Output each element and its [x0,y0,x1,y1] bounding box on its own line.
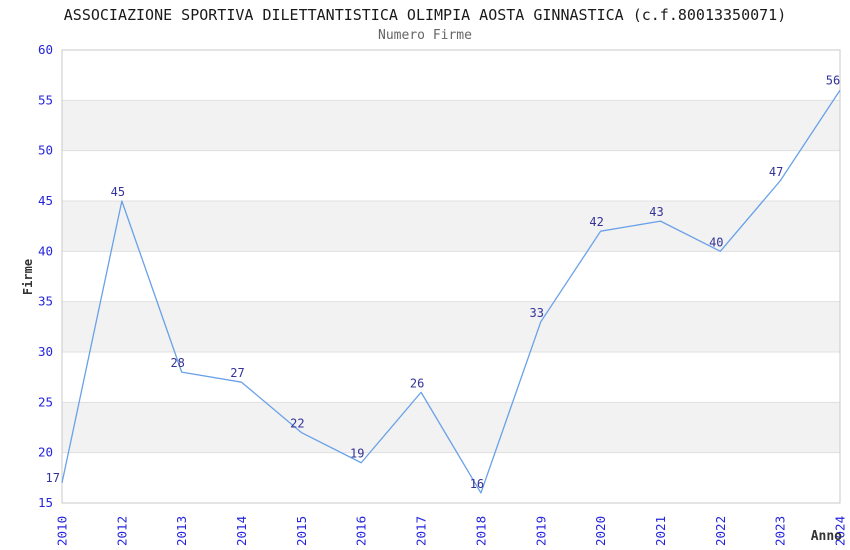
point-label: 19 [350,447,364,461]
point-label: 42 [589,215,603,229]
x-tick-label: 2022 [713,516,728,546]
point-label: 33 [530,306,544,320]
plot-band [62,201,840,252]
y-tick-label: 15 [38,495,53,510]
point-label: 17 [46,471,60,485]
y-tick-label: 50 [38,143,53,158]
x-tick-label: 2018 [473,516,488,546]
point-label: 28 [170,356,184,370]
point-label: 43 [649,205,663,219]
x-tick-label: 2017 [414,516,429,546]
y-tick-label: 25 [38,394,53,409]
plot-border [61,49,841,504]
y-tick-label: 45 [38,193,53,208]
y-tick-label: 40 [38,243,53,258]
chart-title: ASSOCIAZIONE SPORTIVA DILETTANTISTICA OL… [63,6,787,24]
x-tick-label: 2015 [294,516,309,546]
plot-band [62,402,840,453]
y-tick-label: 30 [38,344,53,359]
point-label: 47 [769,165,783,179]
x-tick-label: 2024 [833,516,848,546]
x-axis-label: Anno [810,529,842,544]
y-tick-label: 35 [38,294,53,309]
x-tick-label: 2014 [234,516,249,546]
data-line [61,89,841,494]
y-tick-label: 20 [38,445,53,460]
x-tick-label: 2010 [55,516,70,546]
plot-band [62,301,840,352]
chart-subtitle: Numero Firme [378,28,472,43]
point-label: 26 [410,376,424,390]
y-tick-label: 55 [38,92,53,107]
x-tick-label: 2021 [653,516,668,546]
x-tick-label: 2023 [773,516,788,546]
point-label: 16 [470,477,484,491]
point-label: 22 [290,417,304,431]
plot-band [62,100,840,151]
x-tick-label: 2016 [354,516,369,546]
x-tick-label: 2019 [533,516,548,546]
point-label: 45 [111,185,125,199]
point-label: 40 [709,235,723,249]
point-label: 27 [230,366,244,380]
x-tick-label: 2013 [174,516,189,546]
x-tick-label: 2020 [593,516,608,546]
point-label: 56 [826,73,840,87]
x-tick-label: 2012 [114,516,129,546]
y-tick-label: 60 [38,42,53,57]
